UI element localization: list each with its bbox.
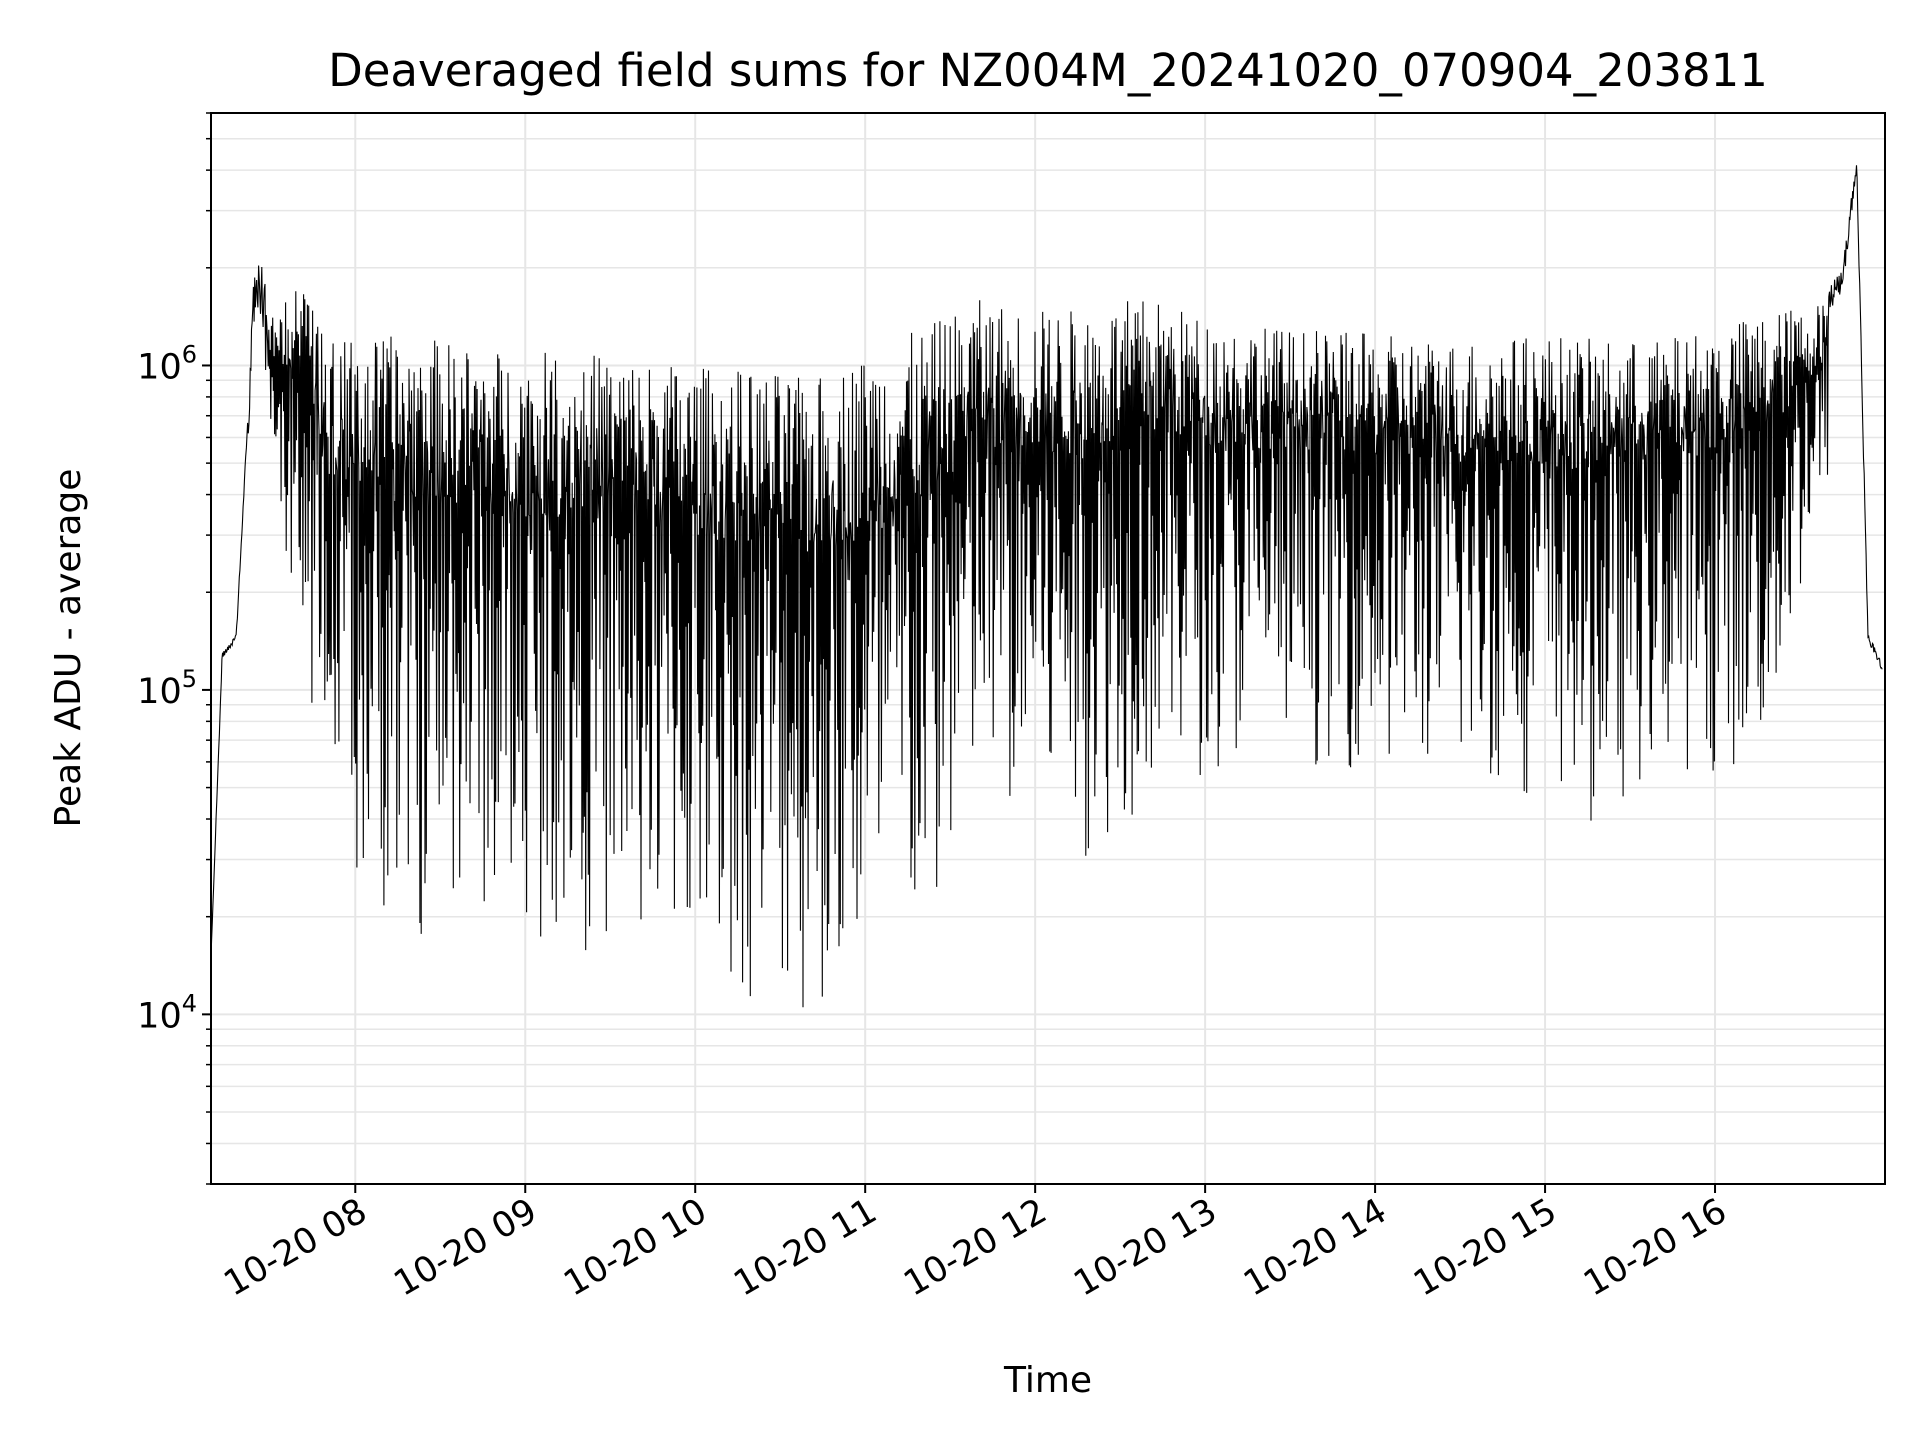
x-axis-label: Time — [1003, 1360, 1092, 1401]
y-tick-base: 10 — [137, 672, 182, 712]
y-tick-exponent: 5 — [182, 665, 197, 693]
series-line — [211, 165, 1883, 1008]
series-layer — [211, 165, 1883, 1008]
y-axis-label: Peak ADU - average — [48, 469, 89, 828]
y-tick-base: 10 — [137, 347, 182, 387]
y-tick-exponent: 6 — [182, 340, 197, 368]
plot-frame — [210, 112, 1886, 1185]
y-tick-label: 104 — [137, 989, 197, 1036]
y-tick-label: 106 — [137, 340, 197, 387]
y-tick-exponent: 4 — [182, 989, 197, 1017]
chart-title: Deaveraged field sums for NZ004M_2024102… — [328, 44, 1768, 97]
y-tick-label: 105 — [137, 665, 197, 712]
y-tick-base: 10 — [137, 996, 182, 1036]
